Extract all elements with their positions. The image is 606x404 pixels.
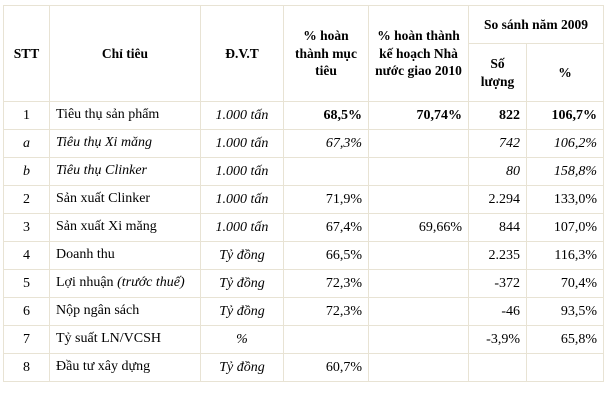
cell-stt: 8	[3, 353, 50, 382]
cell-stt: 7	[3, 325, 50, 354]
cell-pct: 93,5%	[525, 297, 605, 326]
performance-table: STT Chỉ tiêu Đ.V.T % hoàn thành mục tiêu…	[3, 5, 605, 382]
table-row: b Tiêu thụ Clinker 1.000 tấn 80 158,8%	[3, 157, 605, 186]
cell-pct-plan: 70,74%	[368, 101, 469, 130]
cell-unit: 1.000 tấn	[200, 213, 284, 242]
cell-stt: 2	[3, 185, 50, 214]
cell-qty: -372	[468, 269, 527, 298]
cell-pct-target: 71,9%	[283, 185, 369, 214]
header-pct: %	[525, 43, 605, 102]
cell-unit: 1.000 tấn	[200, 129, 284, 158]
table-row: a Tiêu thụ Xi măng 1.000 tấn 67,3% 742 106,2%	[3, 129, 605, 158]
cell-label: Tiêu thụ Xi măng	[49, 129, 201, 158]
cell-qty: 2.294	[468, 185, 527, 214]
cell-pct-plan	[368, 353, 469, 382]
cell-qty: 844	[468, 213, 527, 242]
cell-stt: a	[3, 129, 50, 158]
cell-pct-target: 72,3%	[283, 297, 369, 326]
cell-stt: 4	[3, 241, 50, 270]
cell-unit: 1.000 tấn	[200, 157, 284, 186]
table-body: 1 Tiêu thụ sản phẩm 1.000 tấn 68,5% 70,74% 82…	[3, 101, 605, 382]
header-row-sub: Số lượng %	[4, 43, 605, 102]
cell-pct-plan	[368, 129, 469, 158]
cell-label: Sản xuất Clinker	[49, 185, 201, 214]
cell-pct-plan	[368, 241, 469, 270]
cell-pct-target: 72,3%	[283, 269, 369, 298]
table-row: 3 Sản xuất Xi măng 1.000 tấn 67,4% 69,66% 844…	[3, 213, 605, 242]
cell-qty: 2.235	[468, 241, 527, 270]
cell-label: Tiêu thụ sản phẩm	[49, 101, 201, 130]
cell-qty: 80	[468, 157, 527, 186]
cell-pct-plan	[368, 157, 469, 186]
cell-unit: Tỷ đồng	[200, 353, 284, 382]
cell-pct: 133,0%	[525, 185, 605, 214]
table-row: 8 Đầu tư xây dựng Tỷ đồng 60,7%	[3, 353, 605, 382]
cell-unit: Tỷ đồng	[200, 269, 284, 298]
table-row: 6 Nộp ngân sách Tỷ đồng 72,3% -46 93,5%	[3, 297, 605, 326]
table-row: 7 Tỷ suất LN/VCSH% -3,9% 65,8%	[3, 325, 605, 354]
cell-stt: 5	[3, 269, 50, 298]
cell-stt: b	[3, 157, 50, 186]
cell-pct: 158,8%	[525, 157, 605, 186]
row-label-note: (trước thuế)	[117, 275, 185, 291]
cell-pct-plan: 69,66%	[368, 213, 469, 242]
cell-unit: %	[200, 325, 284, 354]
cell-qty: 742	[468, 129, 527, 158]
cell-pct-plan	[368, 185, 469, 214]
cell-pct-target: 66,5%	[283, 241, 369, 270]
cell-qty	[468, 353, 527, 382]
row-label-text: Lợi nhuận	[56, 275, 118, 291]
cell-pct: 65,8%	[525, 325, 605, 354]
cell-pct-plan	[368, 325, 469, 354]
cell-pct-plan	[368, 269, 469, 298]
cell-label: Đầu tư xây dựng	[49, 353, 201, 382]
table-row: 4 Doanh thu Tỷ đồng 66,5% 2.235 116,3%	[3, 241, 605, 270]
cell-unit: Tỷ đồng	[200, 297, 284, 326]
cell-pct: 70,4%	[525, 269, 605, 298]
cell-pct-target: 60,7%	[283, 353, 369, 382]
cell-qty: -46	[468, 297, 527, 326]
cell-pct-target: 67,3%	[283, 129, 369, 158]
cell-pct-target	[283, 157, 369, 186]
cell-pct	[525, 353, 605, 382]
cell-pct-target	[283, 325, 369, 354]
cell-qty: -3,9%	[468, 325, 527, 354]
header-criteria: Chỉ tiêu	[49, 5, 201, 102]
header-qty: Số lượng	[468, 43, 527, 102]
cell-unit: 1.000 tấn	[200, 101, 284, 130]
cell-pct: 116,3%	[525, 241, 605, 270]
header-pct-plan: % hoàn thành kế hoạch Nhà nước giao 2010	[368, 5, 469, 102]
table-row: 1 Tiêu thụ sản phẩm 1.000 tấn 68,5% 70,74% 82…	[3, 101, 605, 130]
cell-stt: 6	[3, 297, 50, 326]
table-row: 2 Sản xuất Clinker 1.000 tấn 71,9% 2.294 133,…	[3, 185, 605, 214]
cell-pct: 107,0%	[525, 213, 605, 242]
cell-label: Lợi nhuận (trước thuế)	[49, 269, 201, 298]
header-stt: STT	[3, 5, 50, 102]
cell-label: Tỷ suất LN/VCSH	[49, 325, 201, 354]
cell-label: Doanh thu	[49, 241, 201, 270]
cell-pct: 106,7%	[525, 101, 605, 130]
cell-unit: 1.000 tấn	[200, 185, 284, 214]
cell-pct: 106,2%	[525, 129, 605, 158]
cell-stt: 1	[3, 101, 50, 130]
header-compare-group: So sánh năm 2009	[467, 5, 605, 44]
cell-label: Sản xuất Xi măng	[49, 213, 201, 242]
cell-pct-target: 68,5%	[283, 101, 369, 130]
cell-stt: 3	[3, 213, 50, 242]
header-unit: Đ.V.T	[200, 5, 284, 102]
cell-unit: Tỷ đồng	[200, 241, 284, 270]
table-header: STT Chỉ tiêu Đ.V.T % hoàn thành mục tiêu…	[3, 5, 605, 102]
cell-label: Tiêu thụ Clinker	[49, 157, 201, 186]
header-row-top: STT Chỉ tiêu Đ.V.T % hoàn thành mục tiêu…	[3, 5, 605, 102]
header-pct-target: % hoàn thành mục tiêu	[283, 5, 369, 102]
cell-pct-plan	[368, 297, 469, 326]
cell-pct-target: 67,4%	[283, 213, 369, 242]
table-row: 5 Lợi nhuận (trước thuế) Tỷ đồng 72,3% -372 7…	[3, 269, 605, 298]
cell-qty: 822	[468, 101, 527, 130]
cell-label: Nộp ngân sách	[49, 297, 201, 326]
